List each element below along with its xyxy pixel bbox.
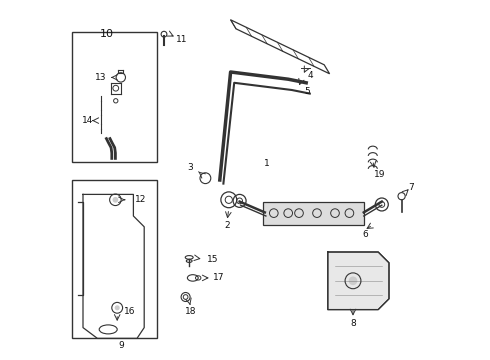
Text: 12: 12 <box>135 195 147 204</box>
Polygon shape <box>328 252 389 310</box>
Text: 5: 5 <box>304 87 310 96</box>
Text: 18: 18 <box>185 307 197 316</box>
Bar <box>263 202 364 225</box>
Circle shape <box>115 305 120 310</box>
Bar <box>72 180 157 338</box>
Bar <box>72 32 157 162</box>
Text: 2: 2 <box>224 220 230 230</box>
Text: 8: 8 <box>350 320 356 328</box>
Text: 7: 7 <box>408 183 414 192</box>
Text: 13: 13 <box>95 73 107 82</box>
Text: 3: 3 <box>187 163 193 172</box>
Text: 16: 16 <box>124 307 136 316</box>
Text: 19: 19 <box>374 170 386 179</box>
Text: 15: 15 <box>207 256 219 264</box>
Text: 17: 17 <box>213 274 224 282</box>
Bar <box>263 202 364 225</box>
Text: 1: 1 <box>264 159 270 168</box>
Text: 9: 9 <box>118 341 123 350</box>
Text: 14: 14 <box>82 116 93 125</box>
Circle shape <box>349 276 357 285</box>
Text: 11: 11 <box>176 35 188 44</box>
Text: 10: 10 <box>99 29 113 39</box>
Text: 6: 6 <box>363 230 368 239</box>
Circle shape <box>113 197 118 203</box>
Text: 4: 4 <box>308 71 314 80</box>
